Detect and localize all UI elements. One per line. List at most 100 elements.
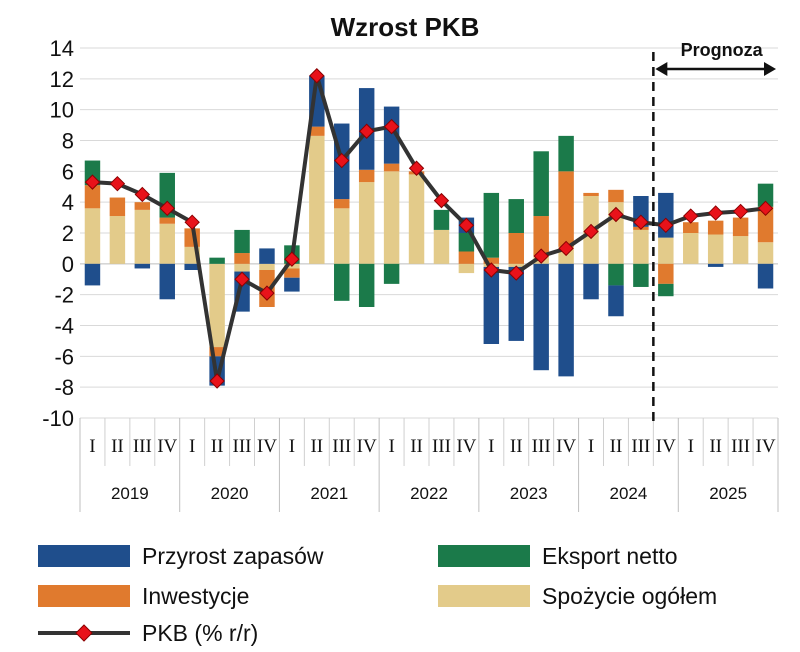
bar-spo-ycie-og-em [383, 171, 400, 264]
quarter-tick-label: IV [257, 436, 277, 457]
bar-spo-ycie-og-em [408, 174, 425, 264]
bar-eksport-netto [334, 263, 350, 301]
quarter-tick-label: III [332, 436, 351, 457]
bar-przyrost-zapas-w [184, 263, 200, 270]
legend-marker [75, 624, 93, 642]
quarter-tick-label: IV [656, 436, 676, 457]
gdp-marker [608, 206, 624, 223]
bar-spo-ycie-og-em [84, 208, 101, 264]
bar-inwestycje [707, 220, 724, 235]
quarter-tick-label: III [631, 436, 650, 457]
gdp-marker [633, 214, 649, 230]
y-tick-label: -6 [54, 344, 74, 369]
y-tick-label: 14 [50, 36, 74, 61]
bar-przyrost-zapas-w [284, 277, 300, 292]
bar-inwestycje [458, 251, 475, 264]
legend-label: Spożycie ogółem [542, 583, 717, 609]
quarter-tick-label: I [488, 436, 494, 457]
bar-spo-ycie-og-em [334, 208, 350, 264]
quarter-tick-label: III [432, 436, 451, 457]
bar-przyrost-zapas-w [159, 263, 175, 300]
bar-eksport-netto [608, 263, 624, 286]
gdp-marker [284, 251, 300, 267]
gdp-marker [508, 265, 524, 281]
gdp-marker [683, 208, 699, 224]
bar-inwestycje [683, 222, 699, 233]
quarter-tick-label: II [111, 436, 124, 457]
bar-spo-ycie-og-em [358, 182, 375, 264]
bar-eksport-netto [483, 192, 500, 258]
y-tick-label: -10 [42, 406, 74, 431]
year-tick-label: 2020 [211, 484, 249, 503]
forecast-arrow-left [655, 62, 668, 76]
bar-inwestycje [334, 199, 350, 209]
bar-inwestycje [84, 185, 101, 209]
bar-inwestycje [134, 202, 151, 210]
quarter-tick-label: IV [157, 436, 177, 457]
bar-spo-ycie-og-em [159, 223, 175, 264]
bar-spo-ycie-og-em [234, 263, 250, 272]
quarter-tick-label: I [388, 436, 394, 457]
legend-swatch [438, 545, 530, 567]
bar-spo-ycie-og-em [209, 263, 225, 348]
quarter-tick-label: IV [556, 436, 576, 457]
gdp-marker [84, 174, 101, 190]
bar-inwestycje [658, 263, 674, 284]
bar-spo-ycie-og-em [683, 233, 699, 264]
year-tick-label: 2022 [410, 484, 448, 503]
quarter-tick-label: II [709, 436, 722, 457]
year-tick-label: 2019 [111, 484, 149, 503]
gdp-marker [159, 200, 175, 217]
quarter-tick-label: IV [357, 436, 377, 457]
bar-przyrost-zapas-w [608, 285, 624, 317]
bar-inwestycje [483, 257, 500, 264]
bar-spo-ycie-og-em [658, 237, 674, 264]
y-tick-label: 0 [62, 252, 74, 277]
quarter-tick-label: I [289, 436, 295, 457]
gdp-marker [408, 160, 425, 176]
y-tick-label: -8 [54, 375, 74, 400]
bar-przyrost-zapas-w [757, 263, 774, 289]
gdp-marker [184, 214, 200, 230]
bar-eksport-netto [508, 199, 524, 233]
gdp-marker [583, 223, 599, 240]
year-tick-label: 2025 [709, 484, 747, 503]
bar-eksport-netto [234, 229, 250, 254]
legend-label: Eksport netto [542, 543, 678, 569]
bar-spo-ycie-og-em [134, 209, 151, 264]
bar-eksport-netto [433, 209, 450, 230]
quarter-tick-label: III [731, 436, 750, 457]
legend-swatch [438, 585, 530, 607]
quarter-tick-label: II [510, 436, 523, 457]
bar-przyrost-zapas-w [558, 263, 574, 377]
bar-przyrost-zapas-w [134, 263, 151, 269]
bar-inwestycje [284, 268, 300, 278]
quarter-tick-label: II [211, 436, 224, 457]
bar-inwestycje [533, 216, 549, 257]
bar-inwestycje [159, 217, 175, 224]
gdp-marker [533, 248, 549, 264]
quarter-tick-label: IV [756, 436, 776, 457]
bar-inwestycje [583, 192, 599, 196]
bar-eksport-netto [458, 233, 475, 252]
bar-inwestycje [109, 197, 126, 217]
y-tick-label: 6 [62, 159, 74, 184]
y-tick-label: 2 [62, 221, 74, 246]
gdp-marker [334, 152, 350, 169]
bar-eksport-netto [558, 135, 574, 172]
quarter-tick-label: I [588, 436, 594, 457]
quarter-tick-label: IV [456, 436, 476, 457]
bar-eksport-netto [383, 263, 400, 284]
gdp-marker [259, 285, 275, 301]
bar-inwestycje [558, 171, 574, 247]
bar-przyrost-zapas-w [383, 106, 400, 164]
legend-swatch [38, 545, 130, 567]
bar-spo-ycie-og-em [109, 216, 126, 264]
bar-inwestycje [757, 206, 774, 243]
gdp-marker [209, 373, 225, 389]
year-tick-label: 2024 [610, 484, 648, 503]
bar-spo-ycie-og-em [309, 135, 325, 264]
y-tick-label: 10 [50, 98, 74, 123]
